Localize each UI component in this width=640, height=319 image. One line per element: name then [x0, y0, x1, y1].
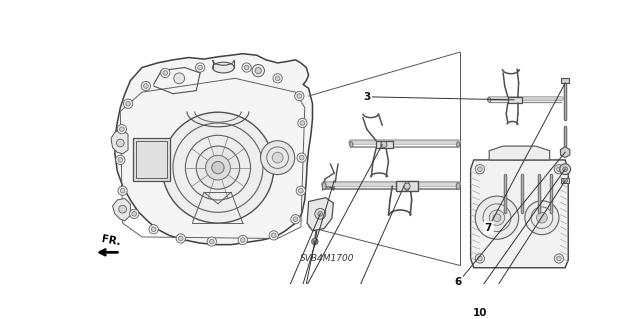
Ellipse shape	[457, 142, 460, 147]
Circle shape	[275, 76, 280, 81]
Circle shape	[315, 208, 326, 219]
Text: 3: 3	[363, 92, 371, 102]
Circle shape	[404, 183, 410, 189]
Circle shape	[477, 256, 482, 261]
Circle shape	[176, 234, 186, 243]
Circle shape	[298, 118, 307, 128]
Circle shape	[300, 155, 304, 160]
Polygon shape	[111, 129, 128, 154]
Circle shape	[179, 236, 183, 241]
Circle shape	[476, 165, 484, 174]
Circle shape	[119, 205, 127, 213]
Circle shape	[161, 68, 170, 78]
Circle shape	[477, 167, 482, 172]
Circle shape	[476, 196, 518, 239]
Polygon shape	[489, 146, 550, 160]
Text: SVB4M1700: SVB4M1700	[300, 254, 355, 263]
Circle shape	[294, 92, 304, 101]
Circle shape	[151, 227, 156, 232]
Circle shape	[273, 74, 282, 83]
Circle shape	[536, 212, 547, 223]
Circle shape	[291, 215, 300, 224]
Circle shape	[238, 235, 248, 245]
Circle shape	[124, 99, 132, 108]
Bar	[132, 138, 170, 181]
Circle shape	[162, 112, 274, 223]
Circle shape	[129, 209, 139, 219]
Circle shape	[293, 217, 298, 221]
Circle shape	[271, 233, 276, 238]
Circle shape	[141, 81, 150, 91]
Text: 6: 6	[454, 277, 462, 287]
Ellipse shape	[212, 62, 234, 73]
Text: FR.: FR.	[100, 234, 122, 248]
Circle shape	[198, 65, 202, 70]
Bar	[396, 182, 418, 191]
Circle shape	[117, 124, 127, 134]
Polygon shape	[113, 198, 131, 221]
Circle shape	[195, 63, 205, 72]
Circle shape	[554, 165, 564, 174]
Circle shape	[269, 231, 278, 240]
Polygon shape	[115, 54, 312, 245]
Circle shape	[298, 189, 303, 193]
Circle shape	[116, 155, 125, 165]
Circle shape	[312, 239, 318, 245]
Circle shape	[143, 84, 148, 88]
Circle shape	[207, 237, 216, 246]
Circle shape	[313, 240, 316, 243]
Polygon shape	[307, 198, 333, 231]
Ellipse shape	[322, 183, 326, 189]
Circle shape	[525, 201, 559, 235]
Circle shape	[318, 211, 323, 216]
Bar	[508, 97, 522, 103]
Circle shape	[476, 254, 484, 263]
Circle shape	[163, 70, 168, 75]
Circle shape	[272, 152, 283, 163]
Circle shape	[116, 139, 124, 147]
Ellipse shape	[488, 98, 491, 102]
Ellipse shape	[349, 142, 353, 147]
Circle shape	[242, 63, 252, 72]
Circle shape	[209, 239, 214, 244]
Circle shape	[125, 101, 131, 106]
Circle shape	[560, 164, 571, 174]
Polygon shape	[470, 160, 568, 268]
Circle shape	[255, 68, 261, 74]
Circle shape	[120, 189, 125, 193]
Circle shape	[118, 158, 123, 162]
Circle shape	[196, 146, 239, 189]
Circle shape	[174, 73, 184, 84]
Circle shape	[132, 211, 136, 216]
Circle shape	[489, 210, 505, 226]
Circle shape	[557, 167, 561, 172]
Ellipse shape	[456, 183, 460, 189]
Circle shape	[244, 65, 249, 70]
Bar	[561, 78, 569, 83]
Circle shape	[241, 238, 245, 242]
Circle shape	[493, 214, 501, 221]
Circle shape	[205, 155, 230, 180]
Circle shape	[212, 161, 224, 174]
Circle shape	[296, 186, 305, 195]
Circle shape	[297, 153, 307, 162]
Bar	[376, 141, 393, 148]
Circle shape	[297, 94, 301, 98]
Circle shape	[557, 256, 561, 261]
Circle shape	[118, 186, 127, 195]
Circle shape	[260, 141, 294, 174]
Circle shape	[563, 178, 568, 183]
Circle shape	[149, 225, 158, 234]
Bar	[561, 178, 569, 183]
Circle shape	[563, 167, 568, 172]
Circle shape	[300, 121, 305, 125]
Circle shape	[120, 127, 124, 131]
Text: 7: 7	[484, 223, 492, 233]
Circle shape	[252, 64, 264, 77]
Circle shape	[381, 141, 387, 148]
Bar	[136, 141, 167, 178]
Text: 10: 10	[473, 308, 487, 318]
Circle shape	[554, 254, 564, 263]
